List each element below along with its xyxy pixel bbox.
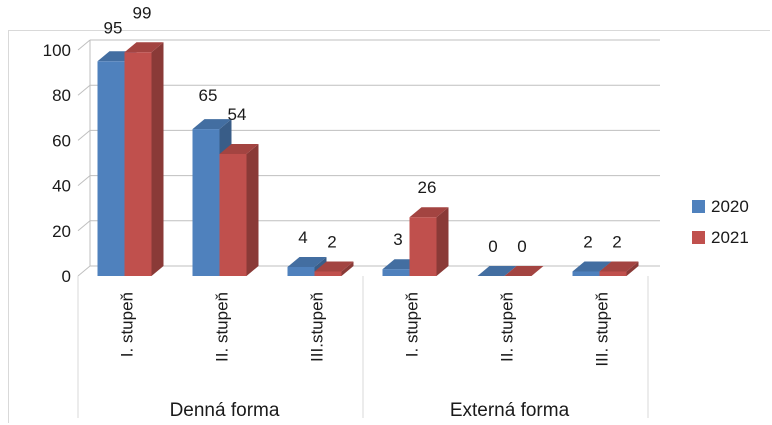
gridline-depth [77, 84, 91, 96]
data-label-2020: 3 [393, 230, 402, 249]
legend-label-2020: 2020 [711, 197, 749, 216]
bar-2021-top [599, 261, 639, 272]
bar-2021-side [246, 143, 259, 276]
category-label: I. stupeň [403, 292, 422, 357]
group-label: Denná forma [170, 400, 280, 421]
bar-2021-top [314, 261, 354, 272]
data-label-2020: 0 [488, 237, 497, 256]
bars [97, 42, 639, 277]
data-label-2021: 0 [517, 237, 526, 256]
bar-2021-front [219, 153, 247, 276]
chart-frame [8, 30, 770, 423]
bar-2020-front [287, 266, 315, 276]
legend-swatch-2021 [692, 231, 705, 244]
bar-2020-top [477, 266, 517, 276]
bar-2021-front [124, 52, 152, 277]
bar-2021-side [436, 207, 449, 276]
category-label: III.stupeň [308, 292, 327, 362]
legend-swatch-2020 [692, 200, 705, 213]
category-label: III. stupeň [593, 292, 612, 367]
data-labels: 95 99 65 54 4 2 3 26 0 0 2 2 [104, 3, 622, 256]
bar-2021-side [151, 42, 164, 277]
bar-2021-top [124, 42, 164, 53]
category-label: I. stupeň [118, 292, 137, 357]
bar-2021 [409, 207, 449, 276]
bar-2021-top [409, 207, 449, 218]
y-tick-label: 100 [43, 41, 71, 60]
data-label-2021: 2 [327, 232, 336, 251]
bar-2021 [599, 261, 639, 276]
grid [77, 39, 660, 277]
bar-2020-front [572, 271, 600, 276]
x-axis: I. stupeň II. stupeň III.stupeň I. stupeň II… [77, 276, 649, 421]
y-tick-label: 40 [52, 177, 71, 196]
data-label-2021: 26 [418, 178, 437, 197]
gridline-depth [77, 39, 91, 51]
data-label-2021: 2 [612, 232, 621, 251]
gridline-depth [77, 265, 91, 277]
data-label-2020: 4 [298, 228, 307, 247]
bar-2020-front [382, 269, 410, 276]
data-label-2020: 95 [104, 18, 123, 37]
bar-2021-side [626, 261, 639, 276]
data-label-2020: 2 [583, 232, 592, 251]
bar-2020-front [97, 61, 125, 276]
bar-2021 [314, 261, 354, 276]
data-label-2020: 65 [199, 86, 218, 105]
bar-2020-top [572, 261, 612, 272]
y-axis: 0 20 40 60 80 100 [43, 41, 71, 286]
bar-2021-front [599, 271, 627, 276]
bar-2021-side [341, 261, 354, 276]
gridline-depth [77, 220, 91, 232]
bar-2020-top [192, 119, 232, 130]
y-tick-label: 60 [52, 131, 71, 150]
gridline-depth [77, 175, 91, 186]
bar-2021 [219, 143, 259, 276]
bar-2021-top [219, 143, 259, 154]
gridline-depth [77, 130, 91, 141]
category-label: II. stupeň [498, 292, 517, 362]
y-tick-label: 0 [62, 267, 71, 286]
y-tick-label: 20 [52, 222, 71, 241]
bar-2021-front [409, 217, 437, 276]
legend-label-2021: 2021 [711, 228, 749, 247]
y-tick-label: 80 [52, 86, 71, 105]
legend: 2020 2021 [692, 197, 749, 247]
bar-2020 [477, 266, 517, 276]
category-label: II. stupeň [213, 292, 232, 362]
bar-2021-top [504, 266, 544, 276]
bar-2021 [124, 42, 164, 277]
data-label-2021: 54 [228, 105, 247, 124]
bar-2020-front [192, 129, 220, 276]
bar-2021 [504, 266, 544, 276]
bar-2020-top [287, 256, 327, 267]
data-label-2021: 99 [133, 3, 152, 22]
bar-2021-front [314, 271, 342, 276]
group-label: Externá forma [450, 400, 570, 421]
